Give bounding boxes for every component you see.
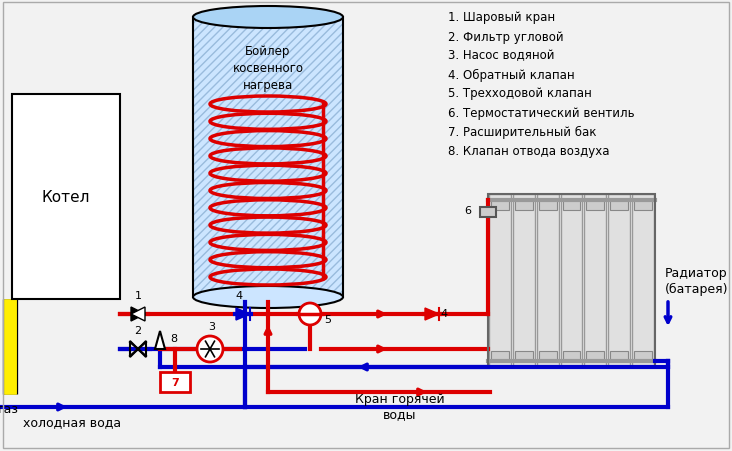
Bar (193, 18, 343, 297)
Bar (561, 194, 583, 367)
Bar (539, 201, 556, 211)
Bar (513, 194, 534, 367)
Text: газ: газ (0, 403, 18, 415)
Text: 2: 2 (135, 325, 141, 335)
Text: 1. Шаровый кран: 1. Шаровый кран (448, 11, 555, 24)
Ellipse shape (193, 286, 343, 308)
Text: 6. Термостатический вентиль: 6. Термостатический вентиль (448, 106, 635, 119)
Text: 8. Клапан отвода воздуха: 8. Клапан отвода воздуха (448, 144, 610, 157)
Bar (488, 194, 655, 367)
Text: Радиатор
(батарея): Радиатор (батарея) (665, 267, 728, 295)
Bar (160, 372, 190, 392)
Bar (537, 194, 559, 367)
Text: 5. Трехходовой клапан: 5. Трехходовой клапан (448, 87, 591, 100)
Bar (610, 201, 628, 211)
Bar (610, 351, 628, 361)
Bar (586, 351, 605, 361)
Text: 3. Насос водяной: 3. Насос водяной (448, 50, 555, 62)
Polygon shape (155, 331, 165, 349)
Bar (539, 351, 556, 361)
Text: 7. Расширительный бак: 7. Расширительный бак (448, 125, 597, 138)
Bar (634, 351, 652, 361)
Bar (563, 201, 580, 211)
Bar (632, 194, 654, 367)
Polygon shape (425, 308, 439, 320)
Text: 2. Фильтр угловой: 2. Фильтр угловой (448, 30, 564, 43)
Bar (480, 207, 496, 217)
Circle shape (299, 304, 321, 325)
Text: Бойлер
косвенного
нагрева: Бойлер косвенного нагрева (233, 44, 304, 91)
Ellipse shape (193, 7, 343, 29)
Text: 7: 7 (171, 377, 179, 387)
Bar (491, 201, 509, 211)
Bar (563, 351, 580, 361)
Text: 3: 3 (209, 321, 215, 331)
Bar (584, 194, 606, 367)
Bar (608, 194, 630, 367)
Bar (515, 351, 533, 361)
Polygon shape (131, 307, 145, 321)
Text: 4. Обратный клапан: 4. Обратный клапан (448, 68, 575, 81)
Text: 6: 6 (465, 206, 471, 216)
Text: 1: 1 (135, 290, 141, 300)
Text: 4: 4 (441, 308, 447, 318)
Polygon shape (131, 307, 145, 321)
Bar (193, 18, 343, 297)
Bar (12, 95, 120, 299)
Text: Кран горячей
воды: Кран горячей воды (355, 392, 445, 420)
Polygon shape (236, 308, 250, 320)
Bar (515, 201, 533, 211)
Bar (586, 201, 605, 211)
Text: 4: 4 (236, 290, 242, 300)
Bar (634, 201, 652, 211)
Text: 8: 8 (171, 333, 178, 343)
Text: 5: 5 (324, 314, 331, 324)
Bar (489, 194, 511, 367)
Text: Котел: Котел (42, 189, 90, 205)
Bar (491, 351, 509, 361)
Text: холодная вода: холодная вода (23, 415, 121, 428)
Circle shape (197, 336, 223, 362)
